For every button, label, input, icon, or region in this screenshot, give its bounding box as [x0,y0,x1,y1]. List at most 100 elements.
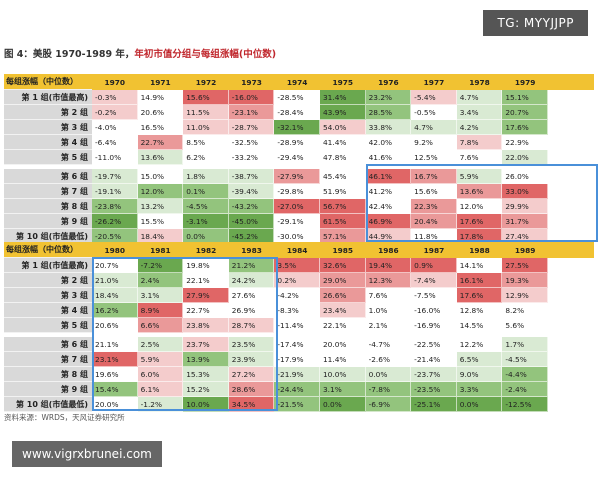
table-cell: 13.6% [137,150,184,165]
table-cell: 29.0% [319,273,366,288]
year-header: 1985 [332,245,354,255]
table-cell: -3.1% [183,214,229,229]
table-cell: -2.6% [365,352,412,367]
table-cell: 16.1% [456,273,503,288]
year-header: 1989 [514,245,536,255]
table-cell: 12.0% [456,199,503,214]
table-cell: -6.9% [365,397,412,412]
table-cell: -39.4% [228,184,275,199]
table-cell: -29.4% [274,150,320,165]
table-cell: 18.4% [92,288,138,303]
table-cell: 21.2% [228,258,275,273]
table-cell: -4.4% [502,367,548,382]
year-header: 1988 [469,245,490,255]
table-cell: -7.8% [365,382,412,397]
table-cell: 17.6% [456,288,503,303]
group-label: 第 1 组(市值最高) [4,258,92,273]
table-cell: 14.9% [137,90,184,105]
table-cell: -43.2% [228,199,275,214]
table-cell: 12.3% [365,273,412,288]
table-row: 第 7 组 23.1% 5.9% 13.9% 23.9% -17.9% 11.4% -2.6%… [4,352,594,367]
table-row: 第 4 组 -6.4% 22.7% 8.5% -32.5% -28.9% 41.4% 42.0… [4,135,594,150]
table-cell: 6.1% [137,382,184,397]
table-cell: -16.9% [411,318,457,333]
table-row: 第 3 组 -4.0% 16.5% 11.0% -28.7% -32.1% 54.0% 33.… [4,120,594,135]
table-cell: 5.9% [456,169,503,184]
table-cell: 23.7% [183,337,229,352]
table-cell: 33.8% [365,120,412,135]
table-cell: -19.7% [92,169,138,184]
year-header: 1979 [514,77,536,87]
table-cell: 0.0% [456,397,503,412]
table-cell: 3.4% [456,105,503,120]
year-header: 1972 [195,77,217,87]
year-header: 1971 [150,77,171,87]
table-header-row: 每组涨幅（中位数） 1980 1981 1982 1983 1984 1985 … [4,242,594,258]
table-cell: 23.9% [228,352,275,367]
table-cell: 26.0% [502,169,548,184]
group-label: 第 8 组 [4,199,92,214]
table-cell: 31.4% [319,90,366,105]
year-header: 1973 [241,77,262,87]
table-row: 第 10 组(市值最低) 20.0% -1.2% 10.0% 34.5% -21.5% 0.… [4,397,594,412]
table-cell: 20.0% [92,397,138,412]
table-cell: -4.5% [502,352,548,367]
table-cell: 33.0% [502,184,548,199]
table-cell: 26.6% [319,288,366,303]
table-cell: -22.5% [411,337,457,352]
table-row: 第 3 组 18.4% 3.1% 27.9% 27.6% -4.2% 26.6% 7.6% -7… [4,288,594,303]
table-cell: 0.0% [365,367,412,382]
table-cell: 8.5% [183,135,229,150]
table-cell: -16.0% [228,90,275,105]
table-cell: -26.2% [92,214,138,229]
table-cell: -12.5% [502,397,548,412]
table-cell: -11.0% [92,150,138,165]
table-cell: 3.1% [137,288,184,303]
group-label: 第 6 组 [4,337,92,352]
group-label: 第 5 组 [4,150,92,165]
table-cell: 41.2% [365,184,412,199]
table-cell: 0.2% [274,273,320,288]
table-row: 第 2 组 21.0% 2.4% 22.1% 24.2% 0.2% 29.0% 12.3% -7… [4,273,594,288]
table-cell: 29.9% [502,199,548,214]
table-cell: 54.0% [319,120,366,135]
table-cell: 22.1% [319,318,366,333]
table-cell: -21.9% [274,367,320,382]
table-cell: 41.4% [319,135,366,150]
table-cell: -23.5% [411,382,457,397]
table-cell: 34.5% [228,397,275,412]
table-cell: 17.6% [456,214,503,229]
table-cell: 19.4% [365,258,412,273]
table-cell: 4.7% [456,90,503,105]
table-cell: 23.1% [92,352,138,367]
table-cell: 15.4% [92,382,138,397]
table-cell: 41.6% [365,150,412,165]
table-cell: 9.0% [456,367,503,382]
table-cell: 13.6% [456,184,503,199]
table-cell: 56.7% [319,199,366,214]
table-cell: -0.3% [92,90,138,105]
table-cell: -6.4% [92,135,138,150]
group-label: 第 7 组 [4,184,92,199]
table-cell: 42.0% [365,135,412,150]
table-cell: 20.0% [319,337,366,352]
title-highlight: 年初市值分组与每组涨幅(中位数) [134,49,277,60]
table-cell: 19.6% [92,367,138,382]
table-cell: 23.4% [319,303,366,318]
table-cell: 15.5% [137,214,184,229]
table-cell: 3.5% [274,258,320,273]
table-cell: 16.2% [92,303,138,318]
table-cell: 11.5% [183,105,229,120]
table-cell: -24.4% [274,382,320,397]
group-label: 第 3 组 [4,288,92,303]
table-cell: 6.5% [456,352,503,367]
table-cell: -27.9% [274,169,320,184]
table-cell: -19.1% [92,184,138,199]
table-cell: 11.4% [319,352,366,367]
table-1980-1989: 每组涨幅（中位数） 1980 1981 1982 1983 1984 1985 … [4,242,594,412]
year-header: 1975 [332,77,354,87]
table-row: 第 6 组 -19.7% 15.0% 1.8% -38.7% -27.9% 45.4% 46.… [4,169,594,184]
figure-title: 图 4：美股 1970-1989 年，年初市值分组与每组涨幅(中位数) [4,46,594,60]
year-header: 1976 [378,77,399,87]
table-cell: 13.2% [137,199,184,214]
